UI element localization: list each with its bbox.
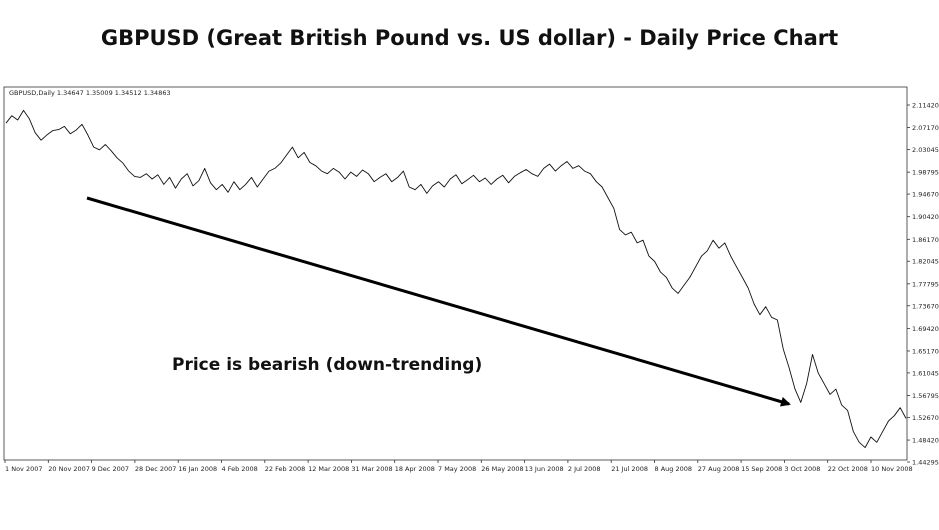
x-tick-label: 2 Jul 2008: [568, 465, 601, 473]
y-tick-label: 2.03045: [912, 146, 939, 154]
x-tick-label: 28 Dec 2007: [135, 465, 177, 473]
x-tick-label: 8 Aug 2008: [655, 465, 693, 473]
x-tick-label: 27 Aug 2008: [698, 465, 740, 473]
y-tick-label: 1.52670: [912, 414, 939, 422]
y-tick-label: 1.82045: [912, 258, 939, 266]
x-tick-label: 26 May 2008: [481, 465, 523, 473]
x-axis: 1 Nov 2007 20 Nov 2007 9 Dec 2007 28 Dec 20…: [4, 460, 913, 473]
y-tick-label: 1.65170: [912, 347, 939, 355]
x-tick-label: 31 Mar 2008: [351, 465, 392, 473]
x-tick-label: 10 Nov 2008: [871, 465, 913, 473]
x-tick-label: 16 Jan 2008: [178, 465, 217, 473]
x-tick-label: 9 Dec 2007: [92, 465, 129, 473]
y-tick-label: 1.48420: [912, 437, 939, 445]
y-tick-label: 1.44295: [912, 459, 939, 467]
x-tick-label: 13 Jun 2008: [525, 465, 564, 473]
y-tick-label: 2.11420: [912, 102, 939, 110]
x-tick-label: 18 Apr 2008: [395, 465, 435, 473]
plot-frame: [3, 86, 908, 461]
x-tick-label: 4 Feb 2008: [222, 465, 258, 473]
y-axis: 2.11420 2.07170 2.03045 1.98795 1.94670 1.904…: [907, 102, 939, 467]
x-tick-label: 7 May 2008: [438, 465, 476, 473]
x-tick-label: 15 Sep 2008: [741, 465, 782, 473]
x-tick-label: 22 Oct 2008: [828, 465, 868, 473]
page-title: GBPUSD (Great British Pound vs. US dolla…: [100, 26, 839, 50]
y-tick-label: 1.98795: [912, 169, 939, 177]
x-tick-label: 12 Mar 2008: [308, 465, 349, 473]
x-tick-label: 3 Oct 2008: [784, 465, 820, 473]
y-tick-label: 1.94670: [912, 191, 939, 199]
y-tick-label: 1.86170: [912, 236, 939, 244]
y-tick-label: 1.56795: [912, 392, 939, 400]
trend-arrow: [86, 196, 791, 407]
x-tick-label: 22 Feb 2008: [265, 465, 305, 473]
symbol-info: GBPUSD,Daily 1.34647 1.35009 1.34512 1.3…: [9, 89, 171, 97]
x-tick-label: 20 Nov 2007: [48, 465, 90, 473]
y-tick-label: 1.73670: [912, 302, 939, 310]
y-tick-label: 1.77795: [912, 280, 939, 288]
x-tick-label: 21 Jul 2008: [611, 465, 648, 473]
y-tick-label: 1.90420: [912, 213, 939, 221]
y-tick-label: 1.61045: [912, 369, 939, 377]
x-tick-label: 1 Nov 2007: [5, 465, 43, 473]
y-tick-label: 1.69420: [912, 325, 939, 333]
trend-annotation: Price is bearish (down-trending): [172, 355, 482, 375]
price-series-line: [5, 109, 907, 449]
y-tick-label: 2.07170: [912, 124, 939, 132]
